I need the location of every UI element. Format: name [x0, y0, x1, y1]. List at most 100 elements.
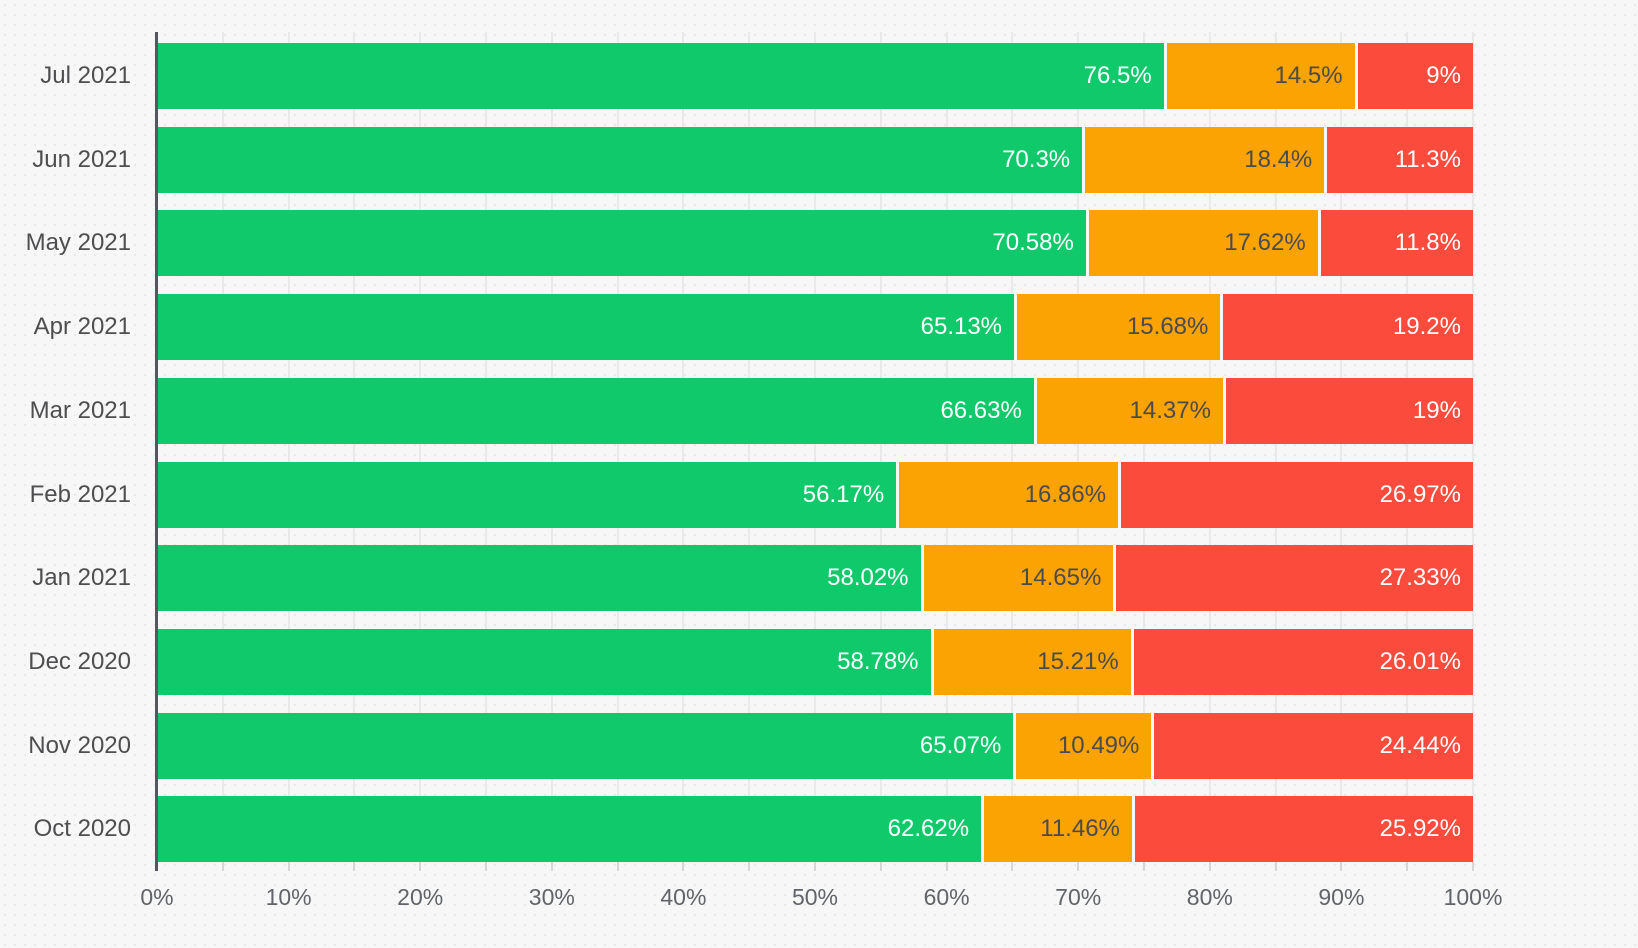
bar-value-label: 65.07% — [919, 731, 1002, 759]
gridline — [1340, 32, 1343, 862]
axis-tick — [1208, 862, 1211, 871]
bar-row: 65.07% 10.49% 24.44% — [157, 712, 1473, 779]
bar-value-label: 11.46% — [1040, 815, 1120, 843]
bar-segment-red[interactable]: 9% — [1354, 43, 1473, 109]
gridline — [945, 32, 948, 862]
y-axis-label: Jun 2021 — [32, 145, 131, 173]
x-axis-tick-label: 60% — [923, 884, 970, 910]
axis-tick — [945, 862, 948, 871]
x-axis-tick-label: 0% — [140, 884, 174, 910]
bar-row: 62.62% 11.46% 25.92% — [157, 796, 1473, 863]
y-axis-label: Apr 2021 — [33, 313, 131, 341]
axis-tick — [419, 862, 422, 871]
gridline — [748, 32, 751, 862]
x-axis-tick-label: 70% — [1055, 884, 1102, 910]
bar-value-label: 70.58% — [992, 229, 1074, 257]
gridline — [419, 32, 422, 862]
bar-segment-green[interactable]: 56.17% — [157, 461, 897, 528]
bar-segment-green[interactable]: 65.13% — [157, 294, 1015, 361]
gridline — [1208, 32, 1211, 862]
bar-segment-red[interactable]: 26.97% — [1118, 461, 1473, 528]
bar-segment-orange[interactable]: 15.68% — [1014, 294, 1221, 361]
axis-tick — [1406, 862, 1409, 871]
axis-tick — [879, 862, 882, 871]
bar-segment-red[interactable]: 26.01% — [1130, 628, 1473, 695]
bar-value-label: 19.2% — [1392, 313, 1461, 341]
bar-segment-green[interactable]: 76.5% — [157, 43, 1164, 109]
bar-row: 58.02% 14.65% 27.33% — [157, 545, 1473, 612]
bar-segment-red[interactable]: 27.33% — [1113, 545, 1473, 612]
bar-segment-green[interactable]: 66.63% — [157, 377, 1034, 444]
bar-value-label: 18.4% — [1244, 145, 1313, 173]
bar-segment-green[interactable]: 58.02% — [157, 545, 921, 612]
x-axis-tick-label: 50% — [791, 884, 839, 910]
axis-tick — [814, 862, 816, 871]
gridline — [287, 32, 290, 862]
bar-value-label: 16.86% — [1024, 480, 1107, 508]
bar-value-label: 58.02% — [827, 564, 909, 592]
bar-segment-green[interactable]: 62.62% — [157, 796, 982, 863]
bar-segment-orange[interactable]: 17.62% — [1085, 210, 1318, 277]
gridline — [1406, 32, 1409, 862]
bar-value-label: 19% — [1412, 396, 1461, 424]
bar-value-label: 11.8% — [1394, 229, 1461, 257]
axis-tick — [287, 862, 290, 871]
gridline — [353, 32, 356, 862]
bar-segment-orange[interactable]: 11.46% — [981, 796, 1132, 863]
bar-value-label: 62.62% — [887, 815, 970, 843]
axis-tick — [1472, 862, 1474, 871]
axis-tick — [1143, 862, 1145, 871]
bar-segment-orange[interactable]: 18.4% — [1082, 126, 1325, 193]
x-axis-tick-label: 90% — [1318, 884, 1365, 910]
y-axis-label: Nov 2020 — [28, 731, 131, 759]
bar-segment-orange[interactable]: 10.49% — [1013, 712, 1152, 779]
gridline — [1472, 32, 1474, 862]
bar-row: 66.63% 14.37% 19% — [157, 377, 1473, 444]
bar-value-label: 66.63% — [940, 396, 1022, 424]
bar-segment-green[interactable]: 58.78% — [157, 628, 931, 695]
bar-row: 65.13% 15.68% 19.2% — [157, 294, 1473, 361]
bar-segment-green[interactable]: 70.58% — [157, 210, 1086, 277]
gridline — [1077, 32, 1080, 862]
bar-segment-red[interactable]: 11.8% — [1317, 210, 1473, 277]
bar-value-label: 65.13% — [920, 313, 1003, 341]
bar-segment-orange[interactable]: 16.86% — [896, 461, 1119, 528]
bar-segment-red[interactable]: 11.3% — [1324, 126, 1473, 193]
bar-value-label: 76.5% — [1083, 62, 1152, 89]
axis-tick — [1011, 862, 1014, 871]
bar-segment-orange[interactable]: 14.37% — [1033, 377, 1223, 444]
y-axis-label: Jul 2021 — [40, 62, 131, 89]
gridline — [1143, 32, 1145, 862]
bar-value-label: 9% — [1426, 62, 1461, 89]
gridline — [814, 32, 816, 862]
bar-row: 58.78% 15.21% 26.01% — [157, 628, 1473, 695]
bar-value-label: 17.62% — [1224, 229, 1306, 257]
gridline — [1274, 32, 1277, 862]
gridline — [682, 32, 685, 862]
bar-segment-red[interactable]: 19.2% — [1220, 294, 1473, 361]
bar-value-label: 15.21% — [1037, 647, 1119, 675]
bar-segment-green[interactable]: 65.07% — [157, 712, 1014, 779]
bar-value-label: 24.44% — [1379, 731, 1461, 759]
bar-value-label: 70.3% — [1002, 145, 1071, 173]
bar-value-label: 11.3% — [1394, 145, 1461, 173]
axis-tick — [1340, 862, 1343, 871]
bar-segment-green[interactable]: 70.3% — [157, 126, 1083, 193]
axis-tick — [616, 862, 619, 871]
axis-tick — [682, 862, 685, 871]
y-axis-label: Oct 2020 — [33, 815, 131, 843]
x-axis-tick-label: 100% — [1443, 884, 1503, 910]
bar-segment-orange[interactable]: 15.21% — [930, 628, 1131, 695]
bar-segment-red[interactable]: 25.92% — [1131, 796, 1473, 863]
bar-segment-red[interactable]: 19% — [1222, 377, 1473, 444]
bar-segment-orange[interactable]: 14.65% — [920, 545, 1114, 612]
bar-segment-orange[interactable]: 14.5% — [1163, 43, 1355, 109]
bar-value-label: 15.68% — [1126, 313, 1209, 341]
bar-segment-red[interactable]: 24.44% — [1151, 712, 1473, 779]
axis-tick — [1274, 862, 1277, 871]
bar-row: 70.3% 18.4% 11.3% — [157, 126, 1473, 193]
